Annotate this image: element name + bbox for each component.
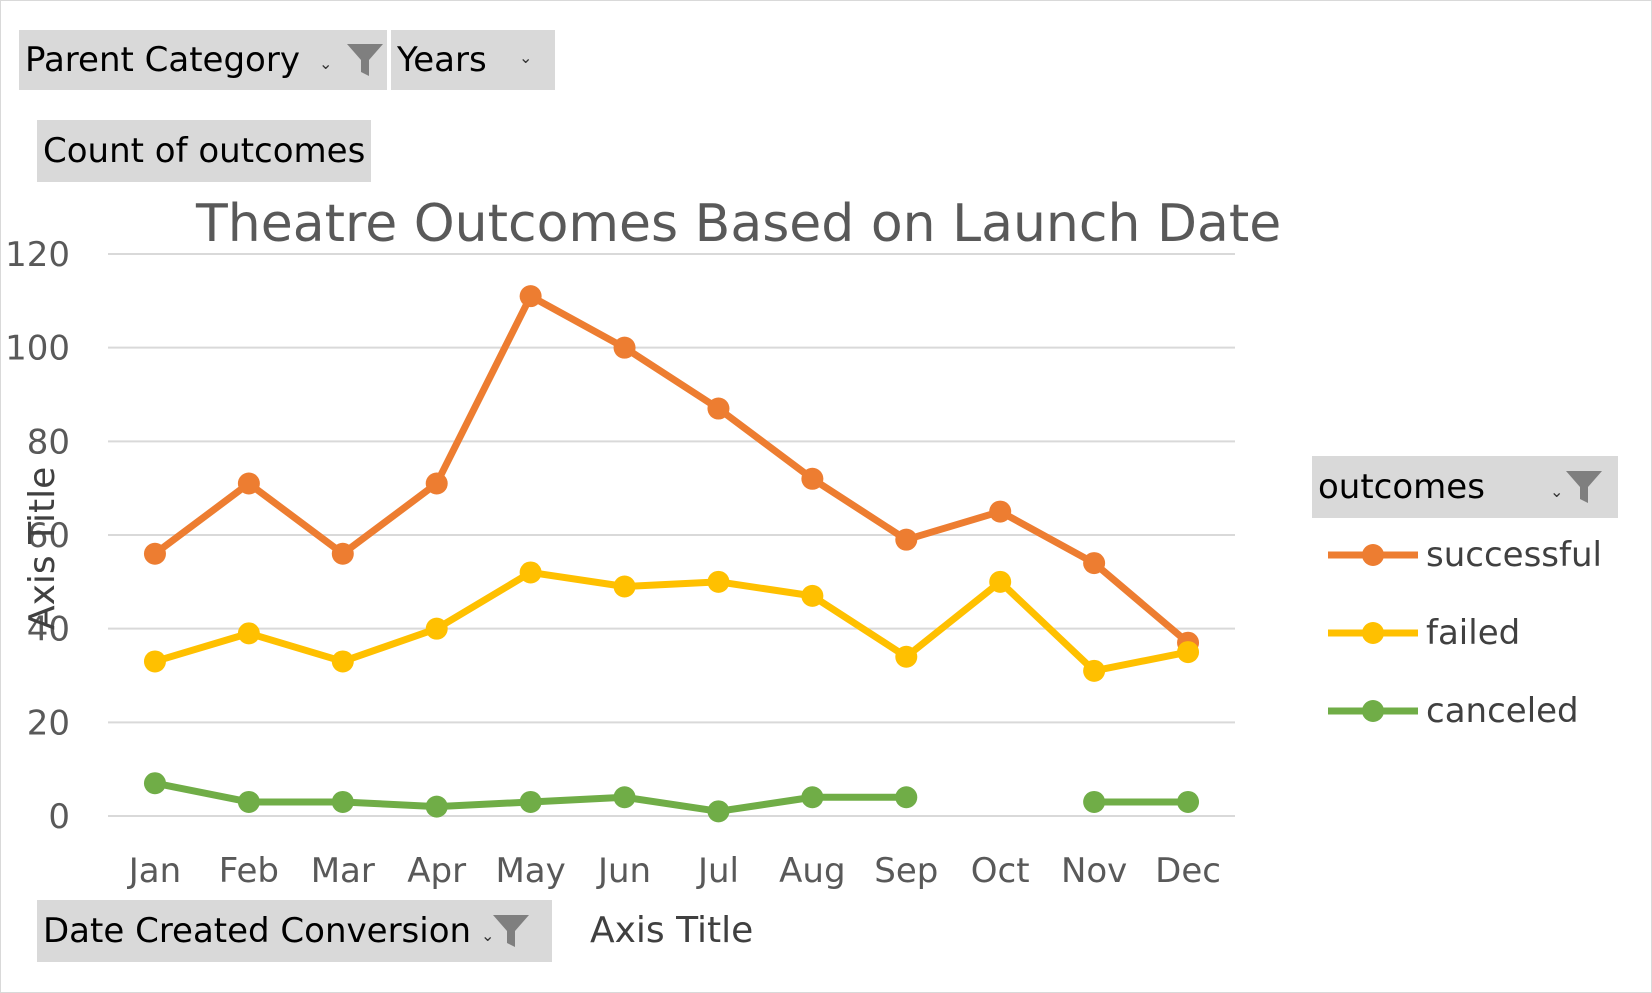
data-point-failed — [143, 650, 166, 673]
x-tick-label: Mar — [311, 851, 375, 891]
data-point-successful — [143, 542, 166, 565]
data-point-canceled — [143, 772, 166, 795]
data-point-successful — [707, 397, 730, 420]
data-point-successful — [425, 472, 448, 495]
data-point-successful — [989, 500, 1012, 523]
legend-item-failed: failed — [1326, 613, 1520, 653]
funnel-filter-icon — [1566, 471, 1602, 503]
y-tick-label: 20 — [27, 703, 70, 743]
chevron-down-icon: ⌄ — [481, 926, 495, 945]
legend-label: canceled — [1426, 691, 1579, 731]
legend-label: failed — [1426, 613, 1521, 653]
funnel-filter-icon — [493, 915, 529, 947]
x-tick-label: Oct — [971, 851, 1030, 891]
y-tick-label: 0 — [48, 797, 70, 837]
y-axis-title: Axis Title — [22, 466, 63, 630]
x-tick-label: Dec — [1155, 851, 1221, 891]
y-tick-labels: 0 20 40 60 80 100 120 — [5, 235, 70, 837]
x-axis-title: Axis Title — [590, 910, 754, 951]
x-tick-label: Sep — [874, 851, 938, 891]
data-point-canceled — [519, 790, 542, 813]
x-tick-label: Jan — [127, 851, 181, 891]
y-tick-label: 60 — [27, 516, 70, 556]
years-filter-button[interactable]: Years ⌄ — [391, 30, 555, 90]
x-tick-label: Jun — [596, 851, 651, 891]
years-label: Years — [397, 40, 487, 80]
series-canceled — [143, 772, 1200, 823]
legend-swatch-marker — [1362, 544, 1384, 566]
series-failed — [143, 561, 1200, 682]
axis-field-label: Date Created Conversion — [43, 911, 472, 951]
legend-label: successful — [1426, 535, 1602, 575]
chart-title: Theatre Outcomes Based on Launch Date — [196, 194, 1282, 254]
data-point-canceled — [895, 786, 918, 809]
data-point-successful — [237, 472, 260, 495]
gridlines — [108, 253, 1235, 817]
series-line-successful — [152, 292, 1191, 646]
y-tick-label: 120 — [5, 235, 70, 275]
data-point-canceled — [331, 790, 354, 813]
data-point-failed — [989, 570, 1012, 593]
data-point-failed — [707, 570, 730, 593]
data-point-canceled — [1083, 790, 1106, 813]
data-point-failed — [613, 575, 636, 598]
x-tick-label: May — [495, 851, 565, 891]
legend-swatch-marker — [1362, 700, 1384, 722]
data-point-canceled — [237, 790, 260, 813]
data-point-canceled — [425, 795, 448, 818]
legend-item-canceled: canceled — [1326, 691, 1579, 731]
series-lines — [143, 285, 1200, 823]
data-point-canceled — [707, 800, 730, 823]
legend-field-label: outcomes — [1318, 467, 1485, 507]
y-tick-label: 80 — [27, 422, 70, 462]
data-point-canceled — [1177, 790, 1200, 813]
parent-category-filter-button[interactable]: Parent Category ⌄ — [19, 30, 387, 90]
data-point-successful — [801, 467, 824, 490]
data-point-failed — [237, 622, 260, 645]
data-point-successful — [1083, 552, 1106, 575]
chevron-down-icon: ⌄ — [319, 54, 333, 73]
data-point-canceled — [801, 786, 824, 809]
data-point-successful — [613, 336, 636, 359]
data-point-successful — [895, 528, 918, 551]
series-line-failed — [153, 568, 1189, 675]
x-tick-label: Jul — [696, 851, 739, 891]
parent-category-label: Parent Category — [25, 40, 300, 80]
funnel-filter-icon — [347, 44, 383, 76]
axis-field-filter-button[interactable]: Date Created Conversion ⌄ — [37, 900, 552, 962]
data-point-failed — [895, 645, 918, 668]
data-point-failed — [1177, 641, 1200, 664]
data-point-failed — [801, 584, 824, 607]
data-point-failed — [519, 561, 542, 584]
x-tick-labels: Jan Feb Mar Apr May Jun Jul Aug Sep Oct Nov Dec — [127, 851, 1221, 891]
data-point-canceled — [613, 786, 636, 809]
data-point-failed — [331, 650, 354, 673]
x-tick-label: Apr — [407, 851, 466, 891]
legend-swatch-marker — [1362, 622, 1384, 644]
legend-item-successful: successful — [1326, 535, 1602, 575]
legend-swatch — [1328, 622, 1418, 644]
legend-swatch — [1328, 700, 1418, 722]
data-point-failed — [1083, 659, 1106, 682]
values-field-button[interactable]: Count of outcomes — [37, 120, 371, 182]
legend-field-filter-button[interactable]: outcomes ⌄ — [1312, 456, 1618, 518]
data-point-successful — [519, 285, 542, 308]
values-field-label: Count of outcomes — [43, 131, 366, 171]
chevron-down-icon: ⌄ — [1550, 482, 1564, 501]
y-tick-label: 40 — [27, 610, 70, 650]
legend-swatch — [1328, 544, 1418, 566]
x-tick-label: Aug — [779, 851, 845, 891]
data-point-successful — [331, 542, 354, 565]
y-tick-label: 100 — [5, 329, 70, 369]
series-successful — [143, 285, 1200, 654]
x-tick-label: Feb — [219, 851, 279, 891]
chevron-down-icon: ⌄ — [519, 48, 533, 67]
x-tick-label: Nov — [1061, 851, 1127, 891]
data-point-failed — [425, 617, 448, 640]
